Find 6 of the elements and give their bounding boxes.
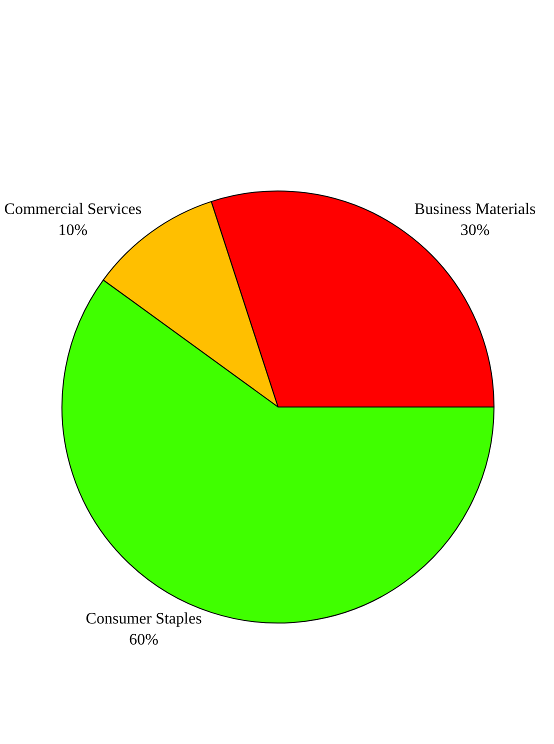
slice-label: Business Materials	[414, 200, 536, 218]
data-label: 60%	[129, 631, 158, 648]
data-label: 30%	[460, 222, 490, 239]
slice-label: Consumer Staples	[86, 610, 202, 628]
data-label: 10%	[58, 222, 88, 239]
slice-label: Commercial Services	[4, 200, 142, 218]
